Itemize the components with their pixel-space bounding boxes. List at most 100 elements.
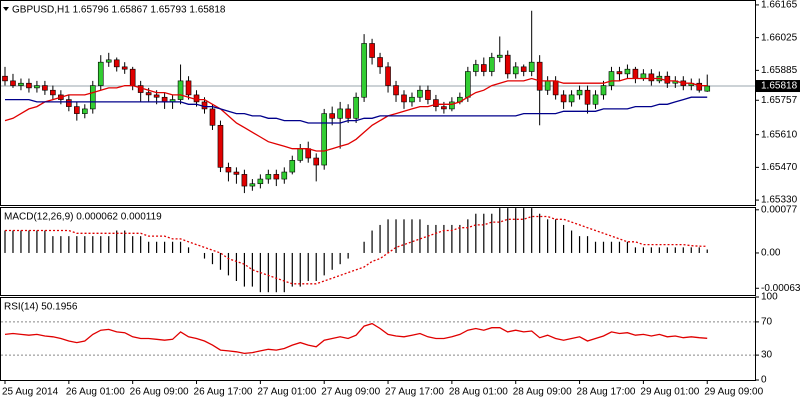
candle-body [417,89,423,98]
current-price-label: 1.65818 [761,81,798,92]
candle-body [313,157,320,166]
candle-body [433,99,439,107]
candle-body [377,57,383,68]
candle-body [568,94,575,103]
candle-body [465,71,471,98]
candle-body [177,80,184,100]
candle-body [121,66,128,70]
candle-body [449,101,455,110]
candle-body [217,124,224,168]
x-tick-label: 28 Aug 17:00 [577,387,636,398]
candle-body [129,68,136,86]
candle-body [265,174,272,180]
candle-body [393,85,399,96]
candle-body [584,89,591,105]
candle-body [153,94,160,98]
x-tick-label: 28 Aug 09:00 [513,387,572,398]
candle-body [520,66,527,72]
x-tick-label: 27 Aug 17:00 [385,387,444,398]
candle-body [329,113,335,119]
candle-body [82,108,88,114]
candle-body [648,73,655,82]
candle-body [361,43,367,98]
indicator-line [5,96,708,124]
candle-body [496,54,503,58]
panel-title: RSI(14) 50.1956 [4,302,78,313]
panel-title: MACD(12,26,9) 0.000062 0.000119 [4,212,162,223]
panel-frame [0,0,756,206]
candle-body [321,113,328,166]
x-tick-label: 26 Aug 09:00 [130,387,189,398]
indicator-line [4,322,708,355]
indicator-line [5,215,708,285]
panel-frame [0,297,756,381]
candle-body [608,71,615,86]
y-tick-label: 1.65757 [761,95,798,106]
candle-body [42,85,48,91]
candle-body [185,80,192,96]
y-tick-label: 1.65330 [761,195,798,206]
candle-body [704,85,711,92]
candle-body [504,54,511,75]
candle-body [289,160,296,173]
candle-body [480,64,487,72]
panel-frame [0,207,756,296]
y-tick-label: 30 [761,350,773,361]
panel-title: GBPUSD,H1 1.65796 1.65867 1.65793 1.6581… [12,5,226,16]
candle-body [409,96,415,103]
candle-body [26,82,32,89]
candle-body [624,68,631,75]
candle-body [66,99,72,107]
candle-body [305,148,312,159]
menu-triangle [3,7,9,11]
candle-body [249,183,256,187]
indicator-line [4,77,708,152]
x-tick-label: 25 Aug 2014 [2,387,59,398]
candle-body [473,64,479,72]
x-tick-label: 29 Aug 01:00 [640,387,699,398]
candle-body [281,171,288,180]
candle-body [241,174,248,187]
candle-body [2,75,8,82]
y-tick-label: 0.00 [761,248,781,259]
candle-body [18,82,24,86]
candle-body [209,108,216,126]
candle-body [401,94,407,103]
y-tick-label: 0 [761,375,767,386]
y-tick-label: 70 [761,317,773,328]
candle-body [113,59,120,68]
candle-body [544,80,551,91]
x-tick-label: 28 Aug 01:00 [449,387,508,398]
candle-body [560,94,567,103]
y-tick-label: 100 [761,292,778,303]
candle-body [385,66,391,86]
candle-body [145,92,152,96]
candle-body [297,148,304,161]
y-tick-label: 1.66165 [761,0,798,11]
candle-body [10,80,16,86]
candle-body [632,68,639,79]
candle-body [337,108,343,119]
candle-body [97,61,104,86]
candle-body [488,57,495,72]
candle-body [441,106,447,110]
candle-body [512,66,519,75]
y-tick-label: -0.00063 [761,283,800,294]
candle-body [425,89,431,100]
candle-body [696,82,703,91]
candle-body [257,178,264,185]
candle-body [600,85,607,96]
candle-body [528,61,535,72]
candle-body [34,85,40,89]
x-tick-label: 29 Aug 09:00 [704,387,763,398]
x-tick-label: 26 Aug 01:00 [66,387,125,398]
candle-body [74,106,80,114]
candle-body [616,71,623,75]
candle-body [552,80,559,96]
x-tick-label: 26 Aug 17:00 [194,387,253,398]
candle-body [233,171,240,175]
y-tick-label: 1.66025 [761,32,798,43]
